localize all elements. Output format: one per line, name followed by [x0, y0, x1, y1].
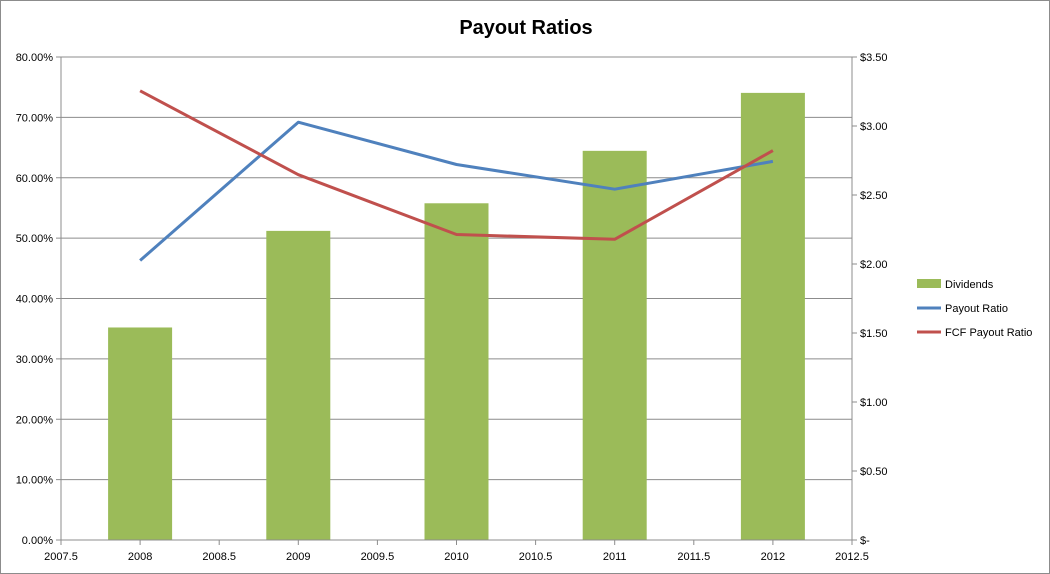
x-axis-tick-label: 2010.5 — [519, 551, 553, 563]
chart-title: Payout Ratios — [459, 17, 592, 39]
x-axis-tick-label: 2008 — [128, 551, 152, 563]
right-axis-tick-label: $1.00 — [860, 397, 888, 409]
dividends-bar — [108, 327, 173, 540]
x-axis-tick-label: 2012 — [761, 551, 785, 563]
right-axis-tick-label: $2.50 — [860, 190, 888, 202]
x-axis-tick-label: 2009.5 — [361, 551, 395, 563]
left-axis-tick-label: 70.00% — [16, 112, 54, 124]
left-axis-tick-label: 30.00% — [16, 354, 54, 366]
left-axis-tick-label: 0.00% — [22, 535, 53, 547]
dividends-bar — [582, 150, 647, 540]
x-axis-tick-label: 2011 — [603, 551, 627, 563]
dividends-bar — [266, 230, 331, 540]
right-axis-tick-label: $2.00 — [860, 259, 888, 271]
x-axis-tick-label: 2009 — [286, 551, 310, 563]
right-axis-tick-label: $1.50 — [860, 328, 888, 340]
payout-ratio-line — [139, 120, 774, 262]
left-axis-tick-label: 50.00% — [16, 233, 54, 245]
left-axis-tick-label: 60.00% — [16, 173, 54, 185]
right-axis-tick-label: $3.00 — [860, 121, 888, 133]
legend-label-fcf-payout-ratio: FCF Payout Ratio — [945, 327, 1032, 339]
bar-series-dividends — [108, 92, 805, 540]
dividends-bar — [740, 92, 805, 540]
right-axis-tick-label: $3.50 — [860, 52, 888, 64]
fcf-payout-ratio-line — [139, 89, 774, 241]
legend-swatch-dividends — [917, 279, 941, 288]
x-axis-tick-label: 2011.5 — [677, 551, 710, 563]
x-axis-tick-label: 2007.5 — [44, 551, 78, 563]
left-axis-tick-label: 80.00% — [16, 52, 54, 64]
x-axis-tick-label: 2012.5 — [835, 551, 869, 563]
legend-label-payout-ratio: Payout Ratio — [945, 303, 1008, 315]
dividends-bar — [424, 203, 489, 540]
legend: Dividends Payout Ratio FCF Payout Ratio — [917, 279, 1032, 339]
legend-label-dividends: Dividends — [945, 279, 994, 291]
right-axis-tick-label: $0.50 — [860, 466, 888, 478]
axes: 0.00% 10.00% 20.00% 30.00% 40.00% 50.00% 60.00… — [16, 52, 888, 563]
left-axis-tick-label: 20.00% — [16, 414, 54, 426]
x-axis-tick-label: 2008.5 — [202, 551, 236, 563]
left-axis-tick-label: 40.00% — [16, 294, 54, 306]
line-series — [139, 89, 774, 262]
right-axis-tick-label: $- — [860, 535, 870, 547]
left-axis-tick-label: 10.00% — [16, 475, 54, 487]
x-axis-tick-label: 2010 — [444, 551, 468, 563]
